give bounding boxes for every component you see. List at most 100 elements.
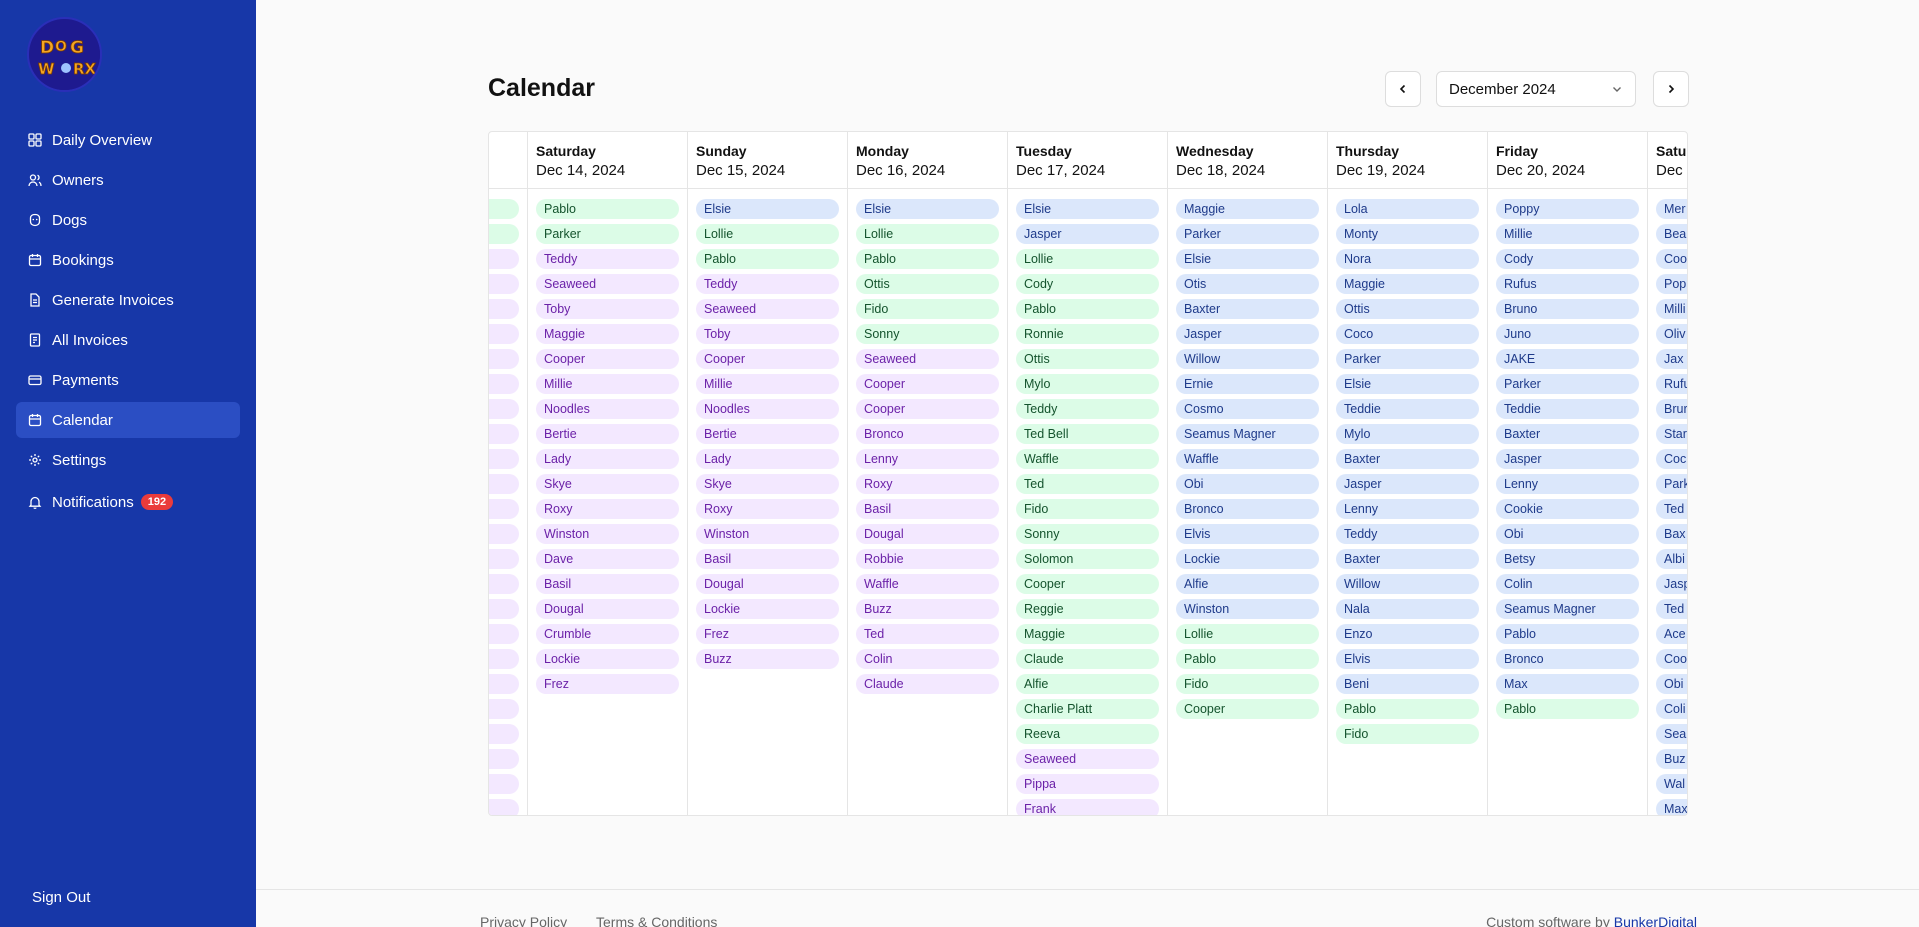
- sidebar-item-notifications[interactable]: Notifications 192: [16, 484, 240, 520]
- dog-booking-pill[interactable]: Dougal: [536, 599, 679, 619]
- sidebar-item-bookings[interactable]: Bookings: [16, 242, 240, 278]
- dog-booking-pill[interactable]: Seaweed: [856, 349, 999, 369]
- dog-booking-pill[interactable]: Pop: [1656, 274, 1687, 294]
- dog-booking-pill[interactable]: Ted: [1016, 474, 1159, 494]
- dog-booking-pill[interactable]: Roxy: [536, 499, 679, 519]
- dog-booking-pill[interactable]: Cooper: [1176, 699, 1319, 719]
- dog-booking-pill[interactable]: Max: [1496, 674, 1639, 694]
- dog-booking-pill[interactable]: Maggie: [1336, 274, 1479, 294]
- dog-booking-pill[interactable]: Monty: [1336, 224, 1479, 244]
- dog-booking-pill[interactable]: Elvis: [1176, 524, 1319, 544]
- dog-booking-pill[interactable]: Cooper: [696, 349, 839, 369]
- dog-booking-pill[interactable]: Elsie: [1176, 249, 1319, 269]
- dog-booking-pill[interactable]: Lockie: [696, 599, 839, 619]
- dog-booking-pill[interactable]: Betsy: [1496, 549, 1639, 569]
- dog-booking-pill[interactable]: Ronnie: [1016, 324, 1159, 344]
- dog-booking-pill[interactable]: Reeva: [1016, 724, 1159, 744]
- dog-booking-pill[interactable]: Max: [1656, 799, 1687, 815]
- dog-booking-pill[interactable]: Seaweed: [696, 299, 839, 319]
- prev-month-button[interactable]: [1385, 71, 1421, 107]
- dog-booking-pill[interactable]: [489, 699, 519, 719]
- dog-booking-pill[interactable]: Waffle: [1176, 449, 1319, 469]
- sidebar-item-owners[interactable]: Owners: [16, 162, 240, 198]
- calendar-grid[interactable]: Saturday Dec 14, 2024 Pablo Parker Teddy Seaw…: [488, 131, 1688, 816]
- dog-booking-pill[interactable]: Coo: [1656, 249, 1687, 269]
- dog-booking-pill[interactable]: Ted: [1656, 599, 1687, 619]
- dog-booking-pill[interactable]: [489, 399, 519, 419]
- dog-booking-pill[interactable]: Parker: [536, 224, 679, 244]
- dog-booking-pill[interactable]: Rufus: [1496, 274, 1639, 294]
- dog-booking-pill[interactable]: Ace: [1656, 624, 1687, 644]
- dog-booking-pill[interactable]: Millie: [696, 374, 839, 394]
- dog-booking-pill[interactable]: [489, 624, 519, 644]
- dog-booking-pill[interactable]: [489, 324, 519, 344]
- dog-booking-pill[interactable]: Obi: [1496, 524, 1639, 544]
- dog-booking-pill[interactable]: Basil: [536, 574, 679, 594]
- dog-booking-pill[interactable]: Seaweed: [536, 274, 679, 294]
- dog-booking-pill[interactable]: [489, 599, 519, 619]
- dog-booking-pill[interactable]: Maggie: [1176, 199, 1319, 219]
- sidebar-item-daily-overview[interactable]: Daily Overview: [16, 122, 240, 158]
- dog-booking-pill[interactable]: Jasper: [1016, 224, 1159, 244]
- dog-booking-pill[interactable]: Star: [1656, 424, 1687, 444]
- dog-booking-pill[interactable]: [489, 474, 519, 494]
- dog-booking-pill[interactable]: Millie: [1496, 224, 1639, 244]
- dog-booking-pill[interactable]: Millie: [536, 374, 679, 394]
- dog-booking-pill[interactable]: Otis: [1176, 274, 1319, 294]
- dog-booking-pill[interactable]: Pablo: [696, 249, 839, 269]
- dog-booking-pill[interactable]: Charlie Platt: [1016, 699, 1159, 719]
- dog-booking-pill[interactable]: Buzz: [856, 599, 999, 619]
- dog-booking-pill[interactable]: Elsie: [856, 199, 999, 219]
- dog-booking-pill[interactable]: Jasper: [1496, 449, 1639, 469]
- dog-booking-pill[interactable]: Jax: [1656, 349, 1687, 369]
- dog-booking-pill[interactable]: JAKE: [1496, 349, 1639, 369]
- dog-booking-pill[interactable]: [489, 524, 519, 544]
- dog-booking-pill[interactable]: Cooper: [1016, 574, 1159, 594]
- dog-booking-pill[interactable]: Coo: [1656, 649, 1687, 669]
- dog-booking-pill[interactable]: Nala: [1336, 599, 1479, 619]
- dog-booking-pill[interactable]: [489, 274, 519, 294]
- dog-booking-pill[interactable]: [489, 724, 519, 744]
- dog-booking-pill[interactable]: Milli: [1656, 299, 1687, 319]
- dog-booking-pill[interactable]: [489, 649, 519, 669]
- dog-booking-pill[interactable]: Mylo: [1016, 374, 1159, 394]
- dog-booking-pill[interactable]: Toby: [536, 299, 679, 319]
- dog-booking-pill[interactable]: Ottis: [1336, 299, 1479, 319]
- dog-booking-pill[interactable]: Cookie: [1496, 499, 1639, 519]
- sidebar-item-generate-invoices[interactable]: Generate Invoices: [16, 282, 240, 318]
- dog-booking-pill[interactable]: Bronco: [1496, 649, 1639, 669]
- dog-booking-pill[interactable]: Willow: [1336, 574, 1479, 594]
- dog-booking-pill[interactable]: Brur: [1656, 399, 1687, 419]
- dog-booking-pill[interactable]: Frank: [1016, 799, 1159, 815]
- dog-booking-pill[interactable]: Lola: [1336, 199, 1479, 219]
- dogworx-logo[interactable]: D O G W RX: [27, 17, 102, 92]
- dog-booking-pill[interactable]: Jasper: [1336, 474, 1479, 494]
- dog-booking-pill[interactable]: Seamus Magner: [1496, 599, 1639, 619]
- dog-booking-pill[interactable]: Dougal: [696, 574, 839, 594]
- dog-booking-pill[interactable]: Elvis: [1336, 649, 1479, 669]
- dog-booking-pill[interactable]: [489, 499, 519, 519]
- dog-booking-pill[interactable]: Teddy: [1016, 399, 1159, 419]
- dog-booking-pill[interactable]: Claude: [1016, 649, 1159, 669]
- dog-booking-pill[interactable]: Reggie: [1016, 599, 1159, 619]
- dog-booking-pill[interactable]: Baxter: [1336, 449, 1479, 469]
- dog-booking-pill[interactable]: Fido: [856, 299, 999, 319]
- dog-booking-pill[interactable]: Bax: [1656, 524, 1687, 544]
- dog-booking-pill[interactable]: Frez: [536, 674, 679, 694]
- dog-booking-pill[interactable]: Lollie: [1016, 249, 1159, 269]
- dog-booking-pill[interactable]: Elsie: [1016, 199, 1159, 219]
- dog-booking-pill[interactable]: Mylo: [1336, 424, 1479, 444]
- dog-booking-pill[interactable]: [489, 349, 519, 369]
- dog-booking-pill[interactable]: Lenny: [856, 449, 999, 469]
- dog-booking-pill[interactable]: Buz: [1656, 749, 1687, 769]
- dog-booking-pill[interactable]: Jasper: [1176, 324, 1319, 344]
- dog-booking-pill[interactable]: Cooper: [856, 374, 999, 394]
- dog-booking-pill[interactable]: [489, 449, 519, 469]
- dog-booking-pill[interactable]: Fido: [1016, 499, 1159, 519]
- sidebar-item-settings[interactable]: Settings: [16, 442, 240, 478]
- dog-booking-pill[interactable]: Crumble: [536, 624, 679, 644]
- dog-booking-pill[interactable]: Bertie: [696, 424, 839, 444]
- dog-booking-pill[interactable]: Parker: [1496, 374, 1639, 394]
- dog-booking-pill[interactable]: Oliv: [1656, 324, 1687, 344]
- dog-booking-pill[interactable]: [489, 674, 519, 694]
